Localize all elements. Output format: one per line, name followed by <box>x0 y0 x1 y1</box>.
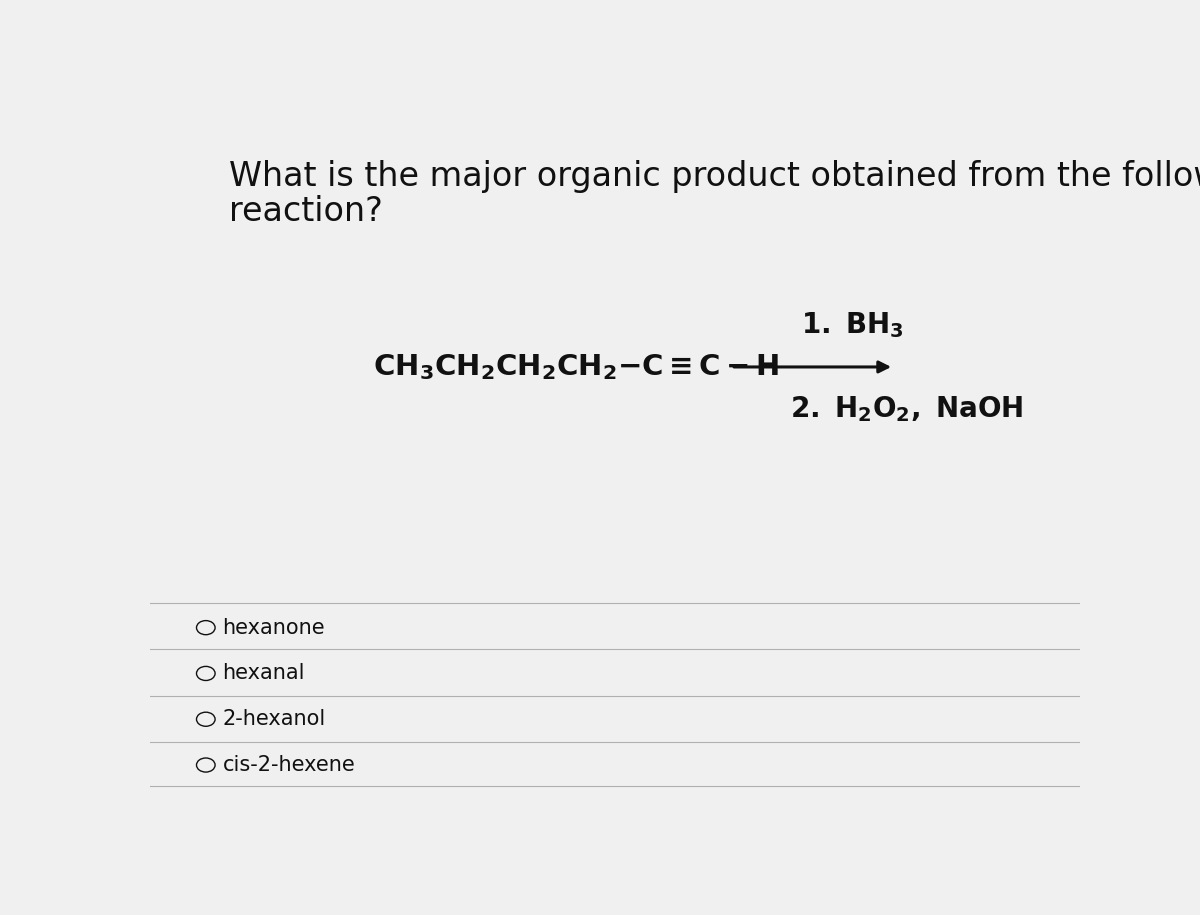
Text: reaction?: reaction? <box>229 196 383 229</box>
Text: $\mathregular{CH_3CH_2CH_2CH_2}$$\mathregular{-C{\equiv}C-H}$: $\mathregular{CH_3CH_2CH_2CH_2}$$\mathre… <box>373 352 780 382</box>
Text: What is the major organic product obtained from the following: What is the major organic product obtain… <box>229 160 1200 193</box>
Text: $\mathbf{2.\ H_2O_2,\ NaOH}$: $\mathbf{2.\ H_2O_2,\ NaOH}$ <box>790 394 1024 425</box>
Text: hexanal: hexanal <box>222 663 305 684</box>
Text: 2-hexanol: 2-hexanol <box>222 709 325 729</box>
Text: hexanone: hexanone <box>222 618 325 638</box>
Text: $\mathbf{1.\ BH_3}$: $\mathbf{1.\ BH_3}$ <box>802 310 904 339</box>
Text: cis-2-hexene: cis-2-hexene <box>222 755 355 775</box>
